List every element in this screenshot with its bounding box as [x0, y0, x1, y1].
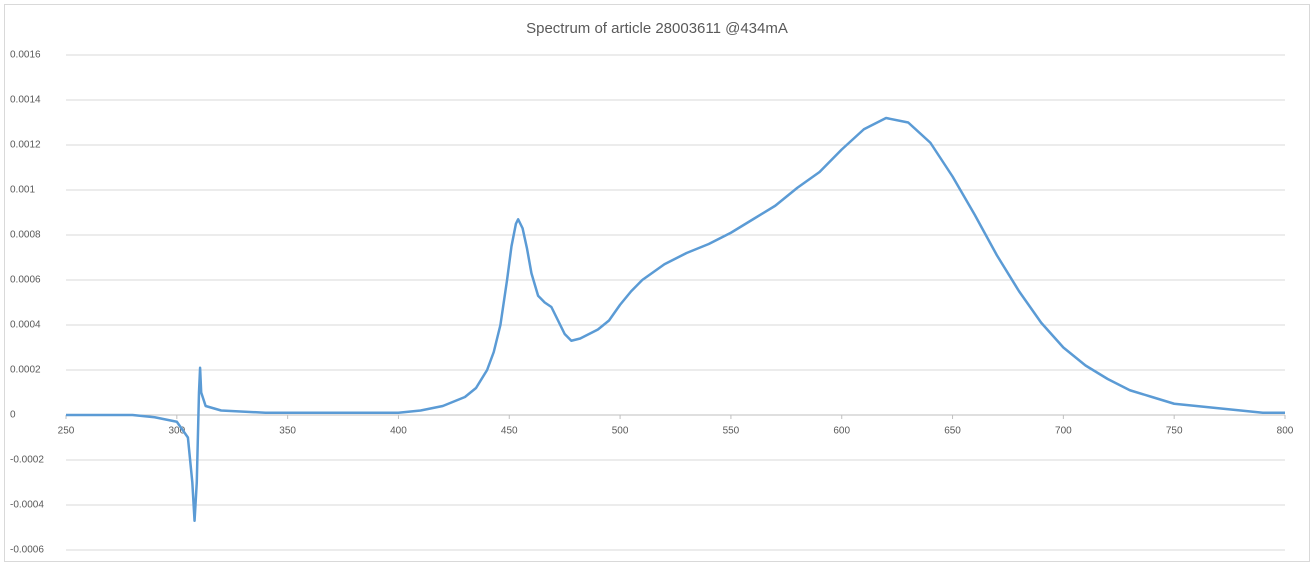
- y-tick-label: -0.0006: [10, 545, 44, 556]
- chart-title: Spectrum of article 28003611 @434mA: [526, 20, 788, 37]
- x-tick-label: 250: [58, 426, 75, 437]
- y-tick-label: 0.0004: [10, 320, 41, 331]
- chart-border: [4, 4, 1310, 562]
- x-tick-label: 500: [612, 426, 629, 437]
- x-tick-label: 600: [833, 426, 850, 437]
- x-tick-label: 550: [723, 426, 740, 437]
- data-line: [66, 116, 1285, 522]
- y-tick-label: 0.001: [10, 185, 35, 196]
- x-tick-label: 750: [1166, 426, 1183, 437]
- x-tick-label: 800: [1277, 426, 1294, 437]
- y-tick-label: -0.0002: [10, 455, 44, 466]
- x-tick-label: 300: [168, 426, 185, 437]
- y-tick-label: 0.0012: [10, 140, 41, 151]
- x-tick-label: 400: [390, 426, 407, 437]
- x-tick-label: 450: [501, 426, 518, 437]
- y-tick-label: 0.0014: [10, 95, 41, 106]
- x-tick-label: 350: [279, 426, 296, 437]
- y-tick-label: 0.0006: [10, 275, 41, 286]
- y-tick-label: 0.0008: [10, 230, 41, 241]
- x-tick-label: 650: [944, 426, 961, 437]
- y-tick-label: 0.0002: [10, 365, 41, 376]
- y-tick-label: 0.0016: [10, 50, 41, 61]
- y-tick-label: -0.0004: [10, 500, 44, 511]
- x-tick-label: 700: [1055, 426, 1072, 437]
- y-tick-label: 0: [10, 410, 16, 421]
